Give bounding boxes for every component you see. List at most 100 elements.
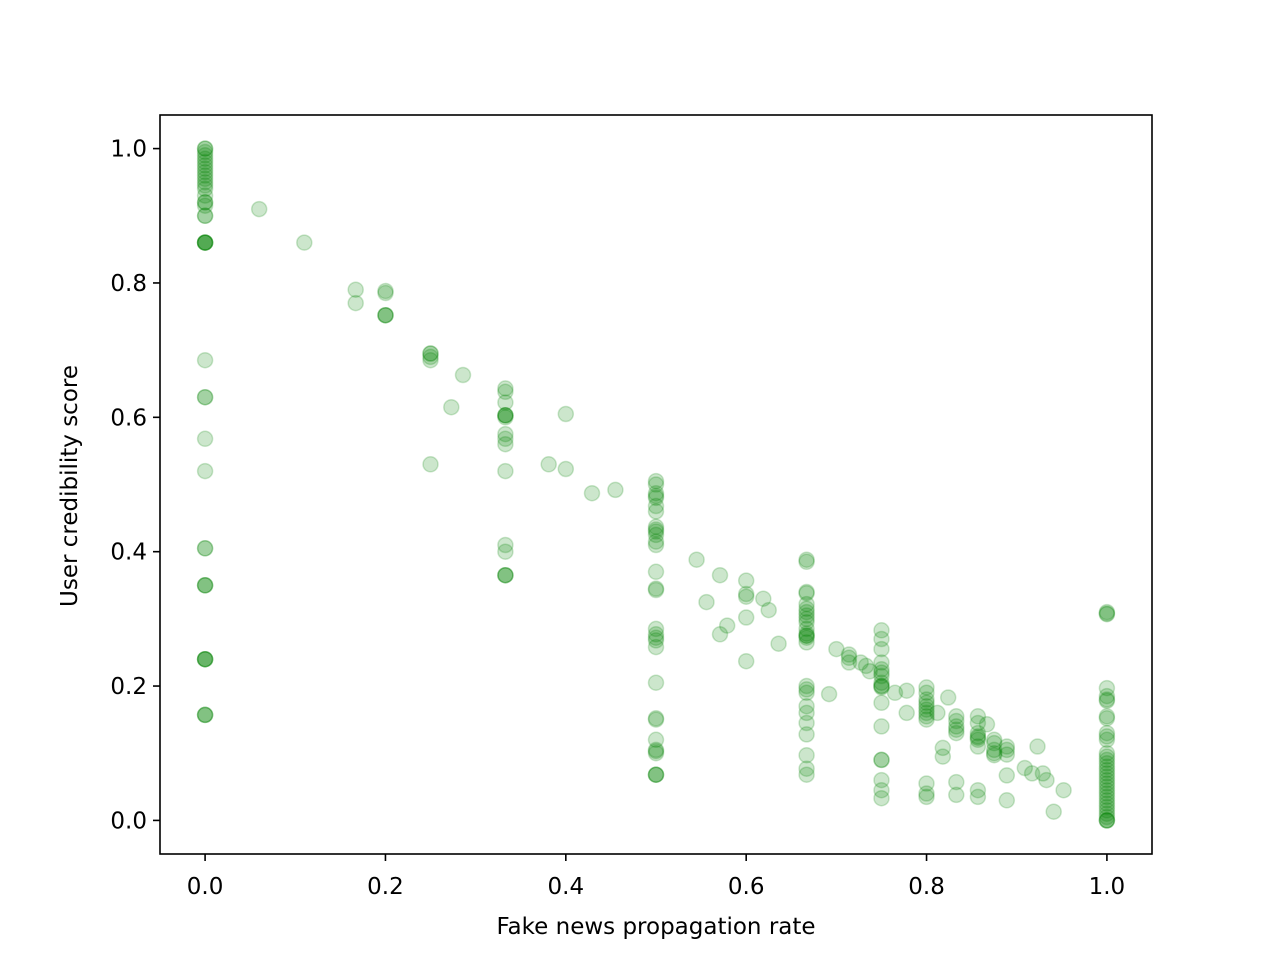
- data-point: [737, 652, 755, 670]
- data-point: [688, 551, 705, 568]
- data-point: [985, 734, 1003, 752]
- data-point: [755, 590, 772, 607]
- data-point: [196, 706, 214, 724]
- data-point: [377, 306, 394, 324]
- data-point: [647, 536, 665, 554]
- data-point: [647, 744, 665, 762]
- data-point: [840, 646, 858, 663]
- data-point: [873, 640, 890, 658]
- data-point: [196, 207, 214, 225]
- data-point: [1098, 724, 1116, 742]
- data-point: [196, 177, 214, 194]
- data-point: [647, 731, 665, 749]
- data-point: [929, 704, 946, 722]
- data-point: [898, 682, 915, 699]
- data-point: [647, 710, 665, 727]
- data-point: [1098, 755, 1116, 772]
- data-point: [647, 638, 665, 656]
- data-point: [873, 677, 890, 695]
- data-point: [196, 234, 214, 251]
- data-point: [798, 726, 815, 743]
- data-point: [196, 157, 214, 174]
- data-point: [1098, 728, 1116, 745]
- data-point: [607, 481, 624, 499]
- y-axis-label: User credibility score: [57, 365, 83, 607]
- data-point: [969, 729, 987, 747]
- data-point: [1016, 759, 1034, 777]
- data-point: [918, 691, 935, 708]
- data-point: [711, 626, 729, 643]
- data-point: [196, 706, 214, 724]
- data-point: [948, 773, 965, 791]
- data-point: [873, 630, 890, 648]
- data-point: [377, 306, 394, 324]
- data-point: [422, 345, 439, 362]
- data-point: [1098, 812, 1116, 829]
- data-point: [1098, 603, 1116, 621]
- data-point: [497, 380, 514, 397]
- data-point: [1098, 708, 1116, 725]
- data-point: [798, 697, 815, 715]
- data-point: [196, 388, 214, 406]
- data-point: [969, 714, 987, 732]
- data-point: [196, 234, 214, 251]
- data-point: [1098, 798, 1116, 816]
- data-point: [647, 497, 665, 515]
- data-point: [918, 694, 935, 712]
- data-point: [798, 595, 815, 613]
- data-point: [985, 744, 1003, 762]
- data-point: [196, 650, 214, 668]
- data-point: [798, 610, 815, 628]
- data-point: [770, 635, 787, 652]
- x-axis-ticks: 0.0 0.2 0.4 0.6 0.8 1.0: [187, 854, 1125, 900]
- data-point: [873, 751, 890, 769]
- data-point: [737, 609, 755, 626]
- data-point: [196, 197, 214, 214]
- data-point: [497, 543, 514, 560]
- data-point: [760, 601, 777, 619]
- data-point: [798, 766, 815, 783]
- data-point: [873, 664, 890, 681]
- data-point: [647, 580, 665, 597]
- data-point: [1098, 761, 1116, 779]
- data-point: [647, 742, 665, 760]
- data-point: [798, 760, 815, 777]
- data-point: [798, 620, 815, 638]
- data-point: [1098, 691, 1116, 708]
- data-point: [647, 620, 665, 638]
- data-point: [647, 526, 665, 544]
- data-point: [647, 629, 665, 646]
- data-point: [1098, 812, 1116, 829]
- data-point: [1098, 687, 1116, 705]
- data-point: [998, 746, 1016, 763]
- data-point: [918, 708, 935, 725]
- data-point: [798, 684, 815, 702]
- data-point: [647, 487, 665, 505]
- data-point: [1098, 812, 1116, 829]
- data-point: [422, 351, 439, 369]
- data-point: [647, 563, 665, 581]
- data-point: [647, 518, 665, 536]
- data-point: [886, 684, 904, 702]
- data-point: [969, 781, 987, 799]
- data-point: [998, 792, 1016, 809]
- data-point: [737, 572, 755, 589]
- data-point: [1098, 758, 1116, 775]
- data-point: [196, 650, 214, 668]
- data-point: [647, 626, 665, 643]
- data-point: [857, 657, 875, 675]
- data-point: [969, 788, 987, 806]
- data-point: [1098, 748, 1116, 765]
- y-tick-label: 1.0: [110, 137, 147, 163]
- data-point: [1098, 768, 1116, 785]
- data-point: [918, 684, 935, 702]
- data-point: [1098, 771, 1116, 789]
- data-point: [798, 613, 815, 631]
- data-point: [196, 540, 214, 557]
- data-point: [196, 163, 214, 181]
- data-point: [196, 577, 214, 594]
- data-point: [1098, 731, 1116, 749]
- data-point: [196, 234, 214, 251]
